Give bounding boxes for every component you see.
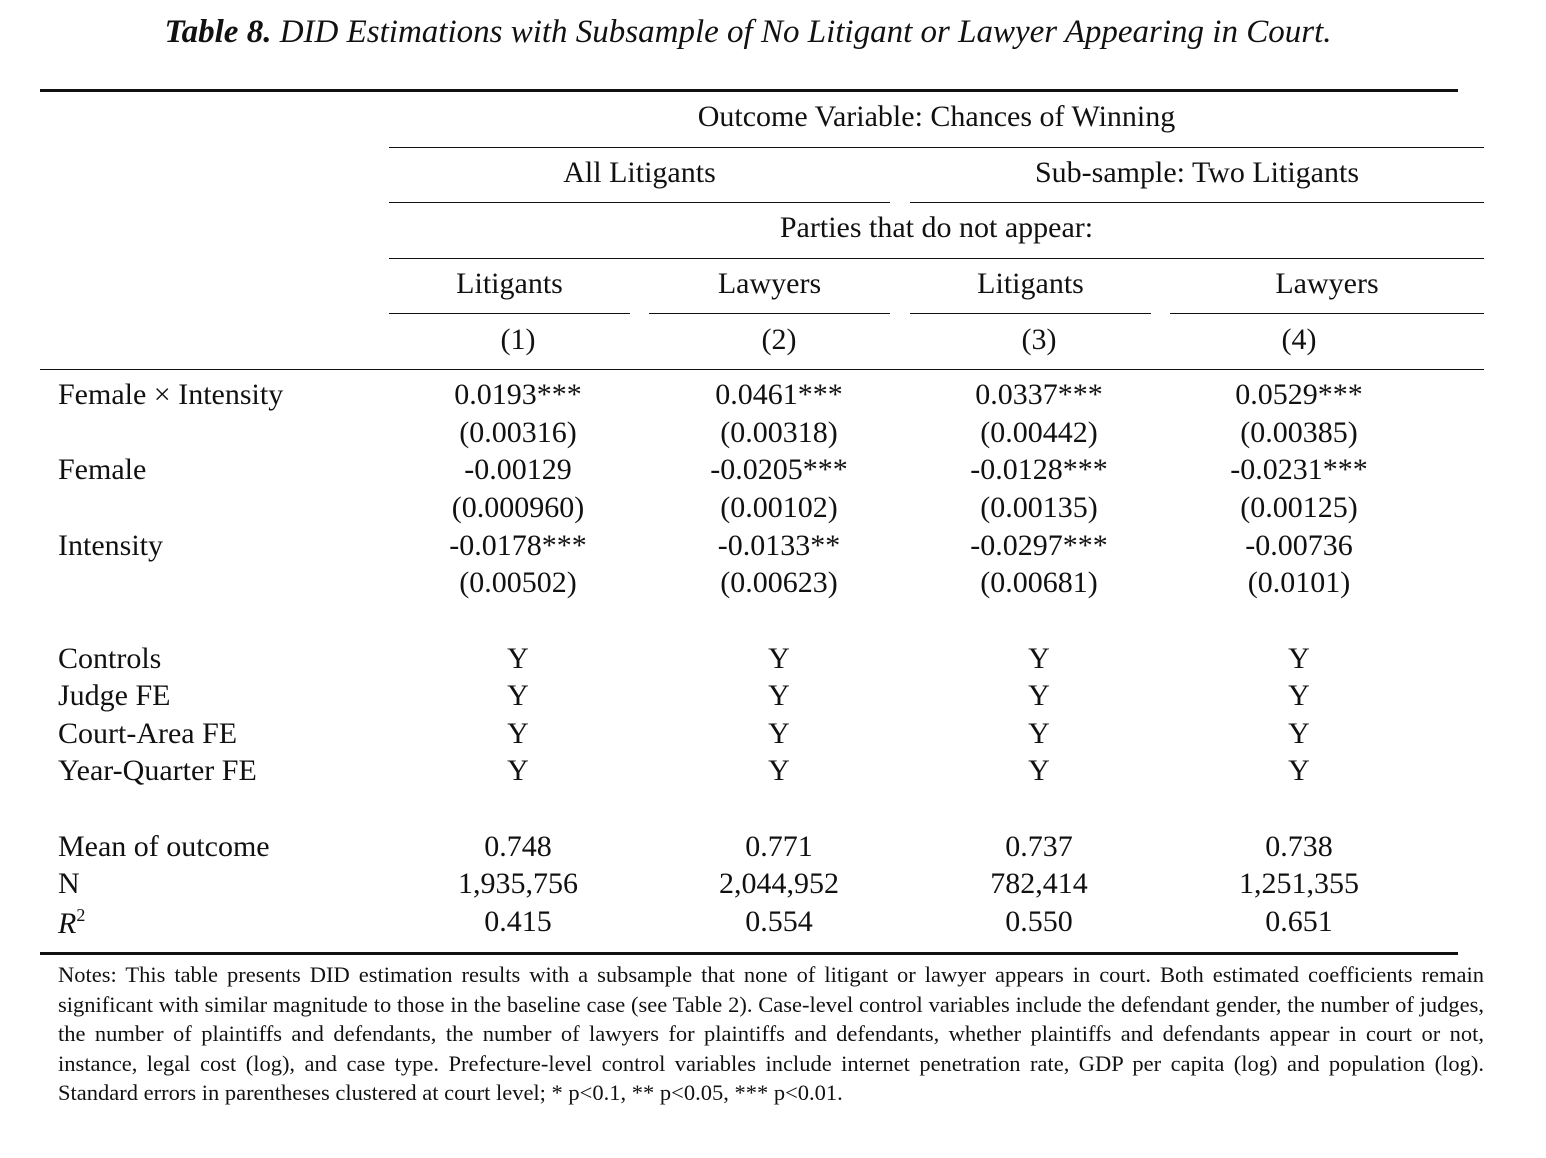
col-num-4: (4)	[1281, 323, 1317, 356]
fe-cell: Y	[1288, 642, 1310, 675]
col-underline-1	[389, 313, 630, 314]
row-label-n: N	[58, 867, 80, 900]
se-cell: (0.00442)	[980, 416, 1098, 449]
stat-cell: 1,935,756	[458, 867, 578, 900]
col-num-3: (3)	[1021, 323, 1057, 356]
group-two-litigants: Sub-sample: Two Litigants	[1035, 156, 1359, 189]
row-label-judge-fe: Judge FE	[58, 679, 171, 712]
fe-cell: Y	[768, 754, 790, 787]
top-rule	[40, 89, 1458, 92]
se-cell: (0.00623)	[720, 566, 838, 599]
fe-cell: Y	[1288, 717, 1310, 750]
stat-cell: 782,414	[990, 867, 1088, 900]
se-cell: (0.0101)	[1247, 566, 1351, 599]
stat-cell: 2,044,952	[719, 867, 839, 900]
coef-cell: -0.00129	[464, 453, 572, 486]
table-caption-text: DID Estimations with Subsample of No Lit…	[279, 14, 1332, 50]
row-label-year-quarter-fe: Year-Quarter FE	[58, 754, 257, 787]
stat-cell: 1,251,355	[1239, 867, 1359, 900]
stat-cell: 0.554	[745, 905, 813, 938]
row-label-mean-of-outcome: Mean of outcome	[58, 830, 270, 863]
row-label-controls: Controls	[58, 642, 162, 675]
fe-cell: Y	[507, 717, 529, 750]
fe-cell: Y	[507, 679, 529, 712]
coef-cell: -0.0133**	[717, 529, 841, 562]
table-notes: Notes: This table presents DID estimatio…	[58, 962, 1484, 1106]
group-all-underline	[389, 202, 890, 203]
se-cell: (0.00681)	[980, 566, 1098, 599]
stat-cell: 0.771	[745, 830, 813, 863]
fe-cell: Y	[768, 717, 790, 750]
fe-cell: Y	[507, 642, 529, 675]
fe-cell: Y	[1288, 679, 1310, 712]
coef-cell: -0.0297***	[970, 529, 1108, 562]
stat-cell: 0.651	[1265, 905, 1333, 938]
table-caption-label: Table 8.	[164, 14, 272, 50]
row-label-female-x-intensity: Female × Intensity	[58, 378, 284, 411]
col-num-2: (2)	[761, 323, 797, 356]
stat-cell: 0.415	[484, 905, 552, 938]
col-underline-2	[649, 313, 890, 314]
fe-cell: Y	[768, 642, 790, 675]
stat-cell: 0.738	[1265, 830, 1333, 863]
coef-cell: -0.0128***	[970, 453, 1108, 486]
coef-cell: 0.0337***	[975, 378, 1103, 411]
coef-cell: 0.0529***	[1235, 378, 1363, 411]
col-underline-4	[1170, 313, 1484, 314]
stat-cell: 0.748	[484, 830, 552, 863]
coef-cell: -0.0178***	[449, 529, 587, 562]
fe-cell: Y	[1028, 754, 1050, 787]
stat-cell: 0.550	[1005, 905, 1073, 938]
se-cell: (0.00316)	[459, 416, 577, 449]
coef-cell: 0.0461***	[715, 378, 843, 411]
group-all-litigants: All Litigants	[563, 156, 716, 189]
bottom-rule	[40, 952, 1458, 955]
col-name-2: Lawyers	[717, 267, 822, 300]
outcome-underline	[389, 147, 1484, 148]
col-num-1: (1)	[500, 323, 536, 356]
se-cell: (0.00385)	[1240, 416, 1358, 449]
table-caption: Table 8. DID Estimations with Subsample …	[0, 14, 1496, 51]
coef-cell: -0.0231***	[1230, 453, 1368, 486]
fe-cell: Y	[768, 679, 790, 712]
coef-cell: 0.0193***	[454, 378, 582, 411]
parties-header: Parties that do not appear:	[779, 211, 1094, 244]
parties-underline	[389, 258, 1484, 259]
fe-cell: Y	[507, 754, 529, 787]
r-squared-sup: 2	[76, 905, 86, 925]
se-cell: (0.00135)	[980, 491, 1098, 524]
fe-cell: Y	[1028, 679, 1050, 712]
fe-cell: Y	[1028, 642, 1050, 675]
stat-cell: 0.737	[1005, 830, 1073, 863]
row-label-court-area-fe: Court-Area FE	[58, 717, 238, 750]
group-sub-underline	[910, 202, 1484, 203]
coef-cell: -0.0205***	[710, 453, 848, 486]
fe-cell: Y	[1288, 754, 1310, 787]
se-cell: (0.00502)	[459, 566, 577, 599]
col-name-4: Lawyers	[1275, 267, 1379, 300]
row-label-female: Female	[58, 453, 147, 486]
row-label-r-squared: R2	[58, 905, 85, 941]
col-underline-3	[910, 313, 1151, 314]
col-name-1: Litigants	[456, 267, 563, 300]
se-cell: (0.00318)	[720, 416, 838, 449]
row-label-intensity: Intensity	[58, 529, 163, 562]
outcome-header: Outcome Variable: Chances of Winning	[697, 100, 1176, 133]
se-cell: (0.00102)	[720, 491, 838, 524]
se-cell: (0.00125)	[1240, 491, 1358, 524]
se-cell: (0.000960)	[451, 491, 585, 524]
header-bottom-rule	[40, 369, 1484, 370]
col-name-3: Litigants	[977, 267, 1084, 300]
fe-cell: Y	[1028, 717, 1050, 750]
coef-cell: -0.00736	[1245, 529, 1353, 562]
r-squared-base: R	[58, 907, 77, 940]
